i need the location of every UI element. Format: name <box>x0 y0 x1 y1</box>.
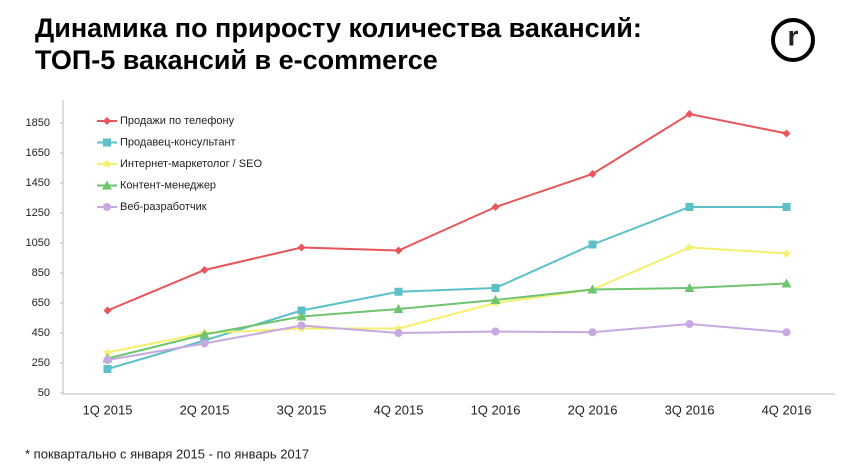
legend-label: Продажи по телефону <box>120 115 235 127</box>
marker <box>394 287 403 296</box>
series-line <box>107 112 787 312</box>
marker <box>781 248 792 258</box>
series-line <box>107 322 787 361</box>
series-line <box>107 282 787 360</box>
marker <box>393 304 404 313</box>
y-tick-label: 1850 <box>26 117 50 129</box>
marker <box>297 243 306 252</box>
x-tick-label: 2Q 2016 <box>568 402 618 417</box>
marker <box>296 311 307 321</box>
y-tick-label: 1250 <box>26 207 50 219</box>
chart-subtitle: ТОП-5 вакансий в e-commerce <box>35 45 438 75</box>
legend-marker <box>103 203 111 211</box>
legend-label: Интернет-маркетолог / SEO <box>120 158 262 170</box>
legend-label: Продавец-консультант <box>120 136 236 148</box>
marker <box>685 110 694 118</box>
marker <box>684 242 695 252</box>
marker <box>103 365 112 373</box>
marker <box>490 295 501 304</box>
marker <box>394 246 403 255</box>
marker <box>782 328 791 337</box>
marker <box>394 329 403 337</box>
marker <box>103 306 112 315</box>
footnote: * поквартально с января 2015 - по январь… <box>25 446 309 461</box>
marker <box>685 320 694 328</box>
legend-label: Контент-менеджер <box>120 179 216 191</box>
x-tick-label: 4Q 2015 <box>374 402 424 417</box>
marker <box>491 203 500 211</box>
legend-marker <box>102 159 112 168</box>
chart-title: Динамика по приросту количества вакансий… <box>35 13 642 43</box>
marker <box>297 321 306 330</box>
y-tick-label: 1450 <box>26 177 50 189</box>
series-line <box>107 206 787 370</box>
marker <box>781 278 792 288</box>
marker <box>684 283 695 292</box>
y-tick-label: 50 <box>38 387 50 399</box>
y-tick-label: 1050 <box>26 237 50 249</box>
marker <box>782 129 791 138</box>
logo: r <box>788 20 799 51</box>
legend-marker <box>102 180 112 190</box>
x-tick-label: 3Q 2016 <box>665 402 715 417</box>
marker <box>588 170 597 178</box>
x-tick-label: 1Q 2015 <box>83 402 133 417</box>
marker <box>200 266 209 274</box>
marker <box>491 284 500 292</box>
logo-ring <box>771 18 815 62</box>
x-tick-label: 2Q 2015 <box>180 402 230 417</box>
marker <box>200 339 209 348</box>
y-tick-label: 250 <box>32 357 50 369</box>
marker <box>297 306 306 315</box>
x-tick-label: 4Q 2016 <box>762 402 812 417</box>
marker <box>588 328 597 337</box>
marker <box>588 240 597 249</box>
series-line <box>107 246 787 354</box>
marker <box>393 323 404 333</box>
marker <box>685 203 694 211</box>
y-tick-label: 850 <box>32 267 50 279</box>
marker <box>103 356 112 364</box>
y-tick-label: 450 <box>32 327 50 339</box>
y-tick-label: 650 <box>32 297 50 309</box>
x-tick-label: 1Q 2016 <box>471 402 521 417</box>
marker <box>199 329 210 339</box>
marker <box>491 327 500 336</box>
marker <box>587 284 598 294</box>
legend-label: Веб-разработчик <box>120 201 207 213</box>
y-tick-label: 1650 <box>26 147 50 159</box>
legend-marker <box>103 138 111 147</box>
x-tick-label: 3Q 2015 <box>277 402 327 417</box>
marker <box>102 347 113 357</box>
legend-marker <box>103 117 111 125</box>
marker <box>782 203 791 211</box>
